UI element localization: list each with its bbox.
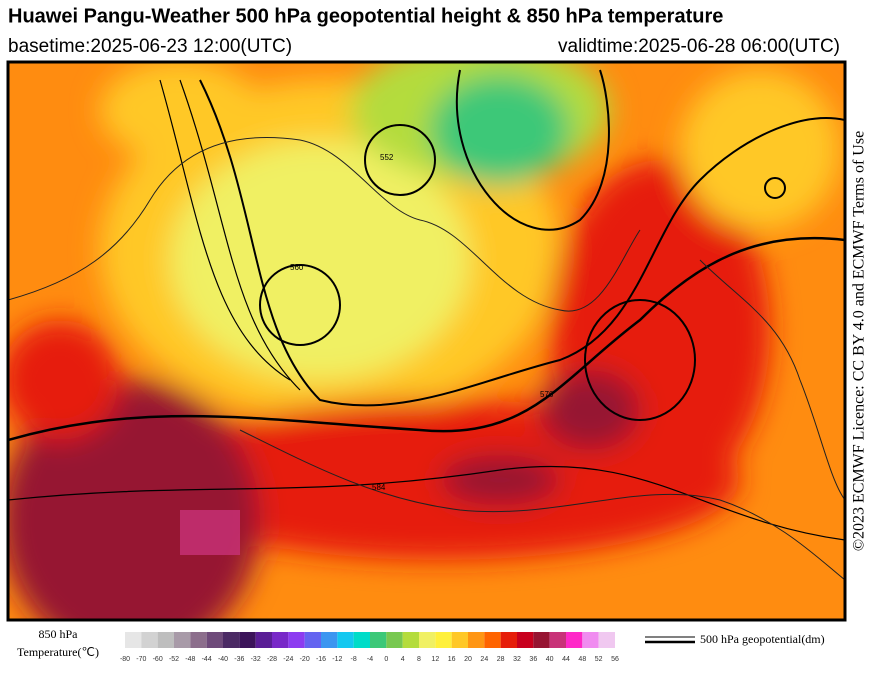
colorbar-tick-label: -36 <box>234 656 244 663</box>
contour-label: 552 <box>380 153 394 162</box>
color-swatch <box>549 632 566 648</box>
color-swatch <box>598 632 615 648</box>
color-swatch <box>484 632 501 648</box>
color-swatch <box>419 632 436 648</box>
colorbar-tick-label: -4 <box>367 656 373 663</box>
colorbar-tick-label: -70 <box>136 656 146 663</box>
temperature-field <box>8 62 840 620</box>
colorbar-tick-label: -32 <box>251 656 261 663</box>
color-swatch <box>566 632 583 648</box>
colorbar-tick-label: -24 <box>283 656 293 663</box>
contours <box>8 69 845 541</box>
colorbar-tick-label: 20 <box>464 656 472 663</box>
color-swatch <box>451 632 468 648</box>
title: Huawei Pangu-Weather 500 hPa geopotentia… <box>8 5 723 27</box>
colorbar-tick-label: 28 <box>497 656 505 663</box>
colorbar-tick-label: -12 <box>332 656 342 663</box>
colorbar-tick-label: -40 <box>218 656 228 663</box>
color-swatch <box>337 632 354 648</box>
colorbar: -80 -70 -60 -52 -48 -44 -40 -36 -32 -28 -24 -20 -16-… <box>120 632 619 663</box>
colorbar-tick-label: 0 <box>384 656 388 663</box>
legend-contour-label: 500 hPa geopotential(dm) <box>700 632 825 646</box>
colorbar-tick-label: -28 <box>267 656 277 663</box>
color-swatch <box>157 632 174 648</box>
contour-label: 560 <box>290 263 304 272</box>
colorbar-tick-label: 24 <box>480 656 488 663</box>
colorbar-tick-label: 32 <box>513 656 521 663</box>
colorbar-tick-label: -16 <box>316 656 326 663</box>
colorbar-tick-label: 48 <box>578 656 586 663</box>
colorbar-tick-label: -60 <box>153 656 163 663</box>
color-swatch <box>190 632 207 648</box>
color-swatch <box>321 632 338 648</box>
legend-variable: 850 hPa <box>39 627 79 641</box>
colorbar-tick-label: -48 <box>185 656 195 663</box>
colorbar-tick-label: 4 <box>401 656 405 663</box>
colorbar-tick-label: -52 <box>169 656 179 663</box>
color-swatch <box>402 632 419 648</box>
color-swatch <box>386 632 403 648</box>
colorbar-tick-label: 12 <box>431 656 439 663</box>
color-swatch <box>288 632 305 648</box>
color-swatch <box>517 632 534 648</box>
contour-labels: 584 576 560 552 <box>290 153 554 492</box>
colorbar-tick-label: 44 <box>562 656 570 663</box>
colorbar-tick-label: 40 <box>546 656 554 663</box>
coastlines <box>8 137 845 581</box>
colorbar-tick-label: -8 <box>351 656 357 663</box>
legend-unit: Temperature(℃) <box>17 645 99 659</box>
color-swatch <box>206 632 223 648</box>
color-swatch <box>239 632 256 648</box>
color-swatch <box>582 632 599 648</box>
hot-spot <box>180 510 240 555</box>
color-swatch <box>353 632 370 648</box>
color-swatch <box>174 632 191 648</box>
color-swatch <box>272 632 289 648</box>
validtime: validtime:2025-06-28 06:00(UTC) <box>558 36 840 57</box>
map-frame <box>6 60 847 622</box>
color-swatch <box>141 632 158 648</box>
color-swatch <box>435 632 452 648</box>
color-swatch <box>223 632 240 648</box>
colorbar-tick-label: 52 <box>595 656 603 663</box>
colorbar-tick-label: -20 <box>300 656 310 663</box>
colorbar-tick-label: -80 <box>120 656 130 663</box>
colorbar-tick-label: 16 <box>448 656 456 663</box>
color-swatch <box>304 632 321 648</box>
color-swatch <box>533 632 550 648</box>
license: ©2023 ECMWF Licence: CC BY 4.0 and ECMWF… <box>851 131 868 551</box>
color-swatch <box>370 632 387 648</box>
color-swatch <box>500 632 517 648</box>
color-swatch <box>468 632 485 648</box>
contour-label: 584 <box>372 483 386 492</box>
colorbar-tick-label: 56 <box>611 656 619 663</box>
colorbar-tick-label: -44 <box>202 656 212 663</box>
color-swatch <box>255 632 272 648</box>
color-swatch <box>125 632 142 648</box>
basetime: basetime:2025-06-23 12:00(UTC) <box>8 36 292 57</box>
colorbar-tick-label: 8 <box>417 656 421 663</box>
contour-label: 576 <box>540 390 554 399</box>
map: 584 576 560 552 <box>8 62 845 620</box>
colorbar-tick-label: 36 <box>529 656 537 663</box>
